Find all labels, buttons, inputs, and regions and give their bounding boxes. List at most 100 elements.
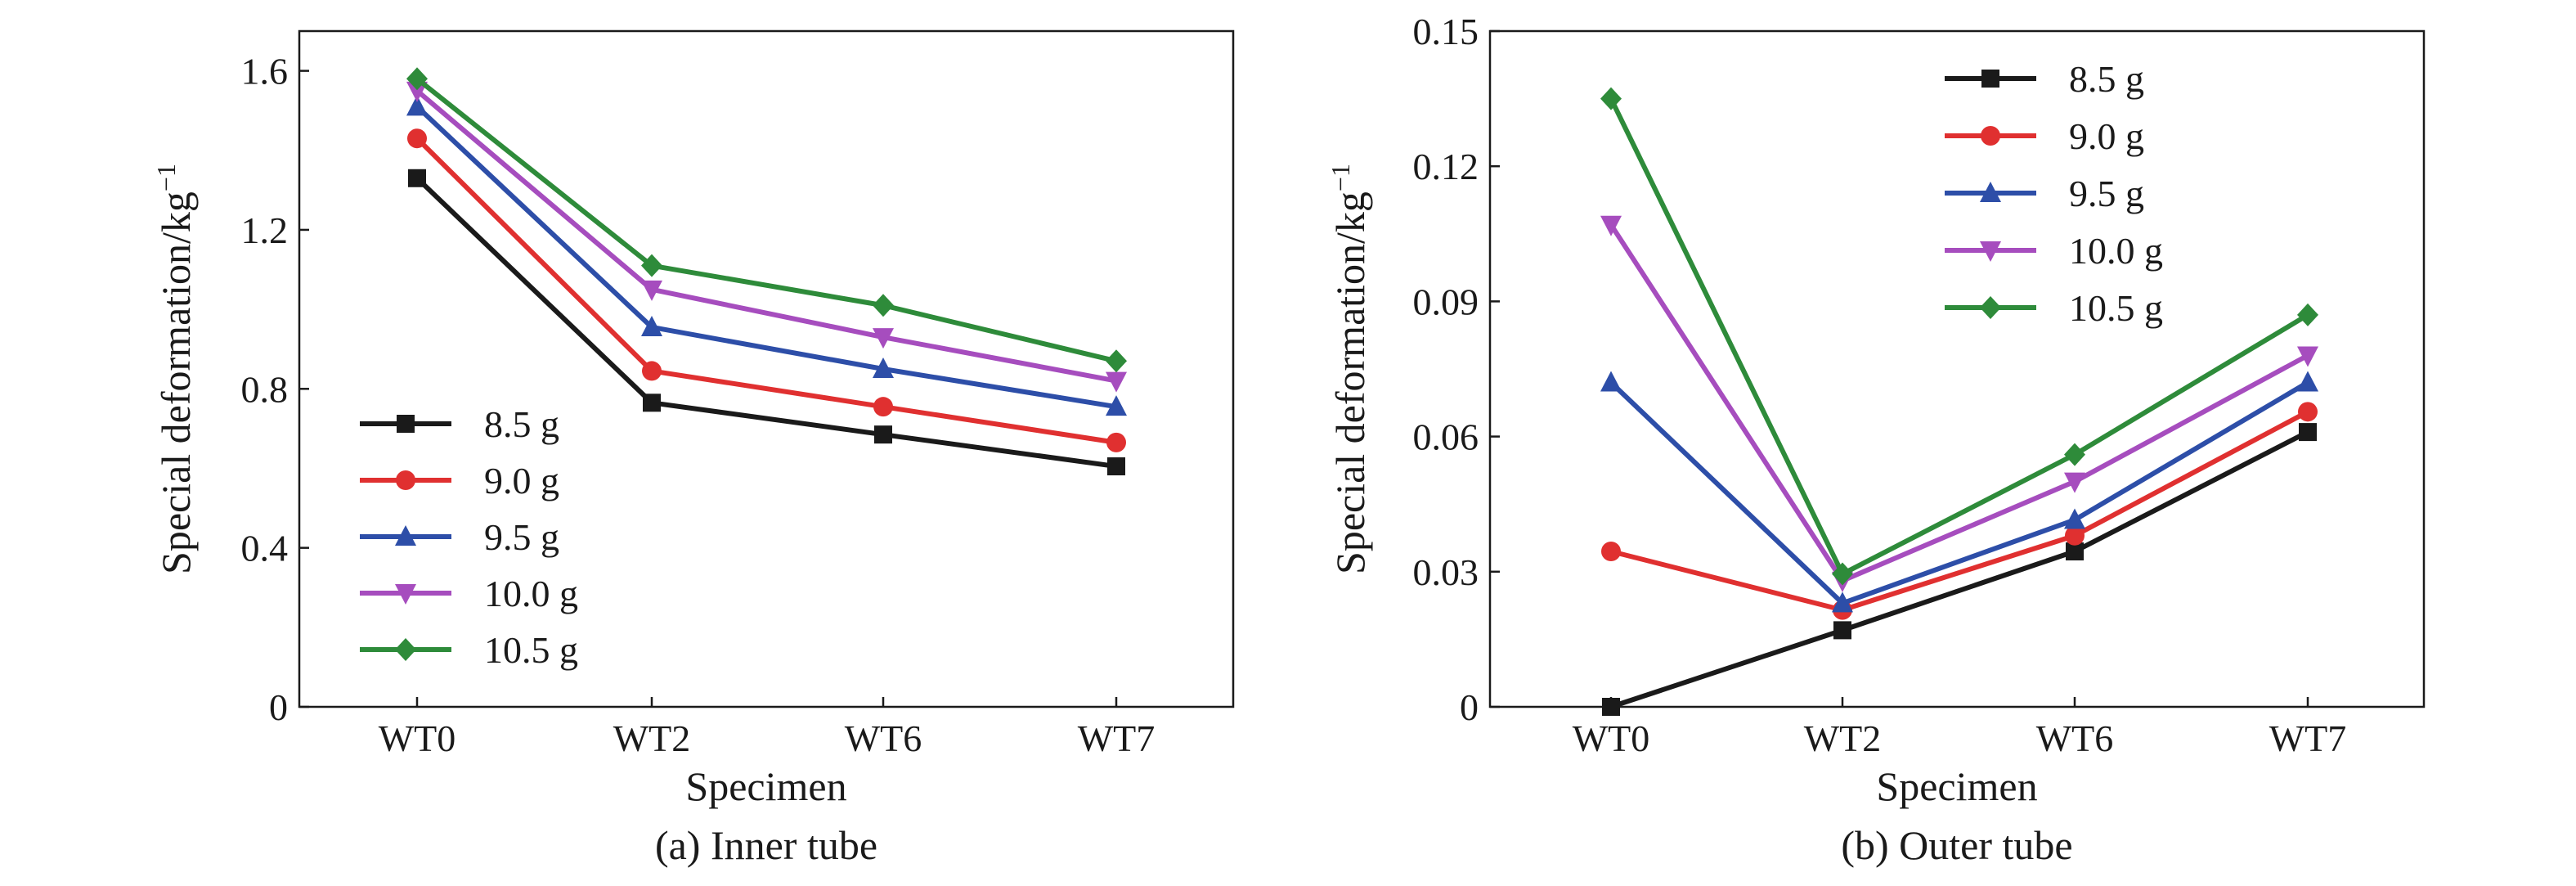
inner-caption: (a) Inner tube <box>655 822 877 868</box>
outer-legend-label: 9.5 g <box>2069 173 2144 214</box>
inner-y-tick-label: 1.2 <box>241 209 289 251</box>
outer-legend-marker <box>1980 182 2001 202</box>
inner-series-line <box>415 76 1117 364</box>
outer-y-tick-label: 0.03 <box>1413 551 1479 593</box>
inner-data-point <box>1107 457 1125 476</box>
outer-data-point <box>2065 525 2085 546</box>
inner-legend-label: 10.0 g <box>484 573 578 614</box>
inner-data-point <box>1106 395 1127 416</box>
inner-legend-marker <box>395 584 416 605</box>
outer-data-point <box>1601 542 1621 562</box>
outer-legend-label: 10.5 g <box>2069 287 2163 329</box>
outer-data-point <box>1600 371 1622 392</box>
outer-data-point <box>2299 423 2317 442</box>
inner-legend-label: 9.0 g <box>484 460 559 501</box>
inner-data-point <box>1106 349 1127 373</box>
inner-data-point <box>873 294 894 317</box>
inner-series-line <box>415 137 1117 445</box>
outer-legend-label: 10.0 g <box>2069 230 2163 272</box>
outer-plot-frame <box>1488 29 2426 708</box>
outer-x-tick-label: WT7 <box>2269 717 2347 759</box>
inner-plot-frame <box>298 29 1235 708</box>
outer-series-line <box>1609 97 2309 577</box>
outer-series-8.5g <box>1602 423 2317 716</box>
outer-y-tick-label: 0.12 <box>1413 146 1479 187</box>
outer-legend-marker <box>1981 126 2000 146</box>
inner-y-tick-label: 1.6 <box>241 51 289 92</box>
inner-x-axis-label: Specimen <box>685 763 846 809</box>
inner-x-tick-label: WT7 <box>1078 717 1156 759</box>
inner-data-point <box>406 95 428 116</box>
outer-data-point <box>1600 87 1622 110</box>
inner-x-tick-label: WT6 <box>845 717 922 759</box>
outer-series-9.0g <box>1601 402 2318 620</box>
outer-x-tick-label: WT6 <box>2036 717 2114 759</box>
outer-y-axis-label: Special deformation/kg−1 <box>1326 164 1373 574</box>
outer-series-line <box>1610 409 2309 613</box>
outer-legend-label: 9.0 g <box>2069 115 2144 157</box>
inner-data-point <box>1106 371 1127 393</box>
outer-data-point <box>1602 698 1620 716</box>
inner-y-tick-label: 0 <box>269 686 288 728</box>
inner-legend-label: 10.5 g <box>484 629 578 671</box>
outer-y-tick-label: 0.06 <box>1413 416 1479 458</box>
inner-data-point <box>873 397 893 417</box>
outer-y-tick-label: 0 <box>1460 686 1479 728</box>
inner-data-point <box>408 169 426 187</box>
outer-series-line <box>1610 430 2309 709</box>
outer-legend: 8.5 g 9.0 g 9.5 g 10.0 g 10.5 g <box>1945 58 2163 329</box>
outer-data-point <box>1600 215 1622 236</box>
outer-series-9.5g <box>1600 371 2318 613</box>
inner-series-10.0g <box>406 81 1127 393</box>
inner-data-point <box>641 315 662 336</box>
inner-legend-marker <box>395 525 416 546</box>
inner-legend-marker <box>397 415 415 433</box>
inner-y-tick-label: 0.4 <box>241 528 289 569</box>
inner-data-point <box>873 328 894 349</box>
inner-series-line <box>415 105 1117 410</box>
inner-legend-marker <box>396 470 415 490</box>
inner-data-point <box>406 81 428 102</box>
outer-x-axis-label: Specimen <box>1876 763 2037 809</box>
inner-series-line <box>415 88 1117 384</box>
inner-legend-label: 9.5 g <box>484 516 559 558</box>
inner-series-9.0g <box>407 128 1126 452</box>
inner-series-line <box>415 176 1117 470</box>
outer-data-point <box>1832 591 1853 613</box>
inner-x-tick-label: WT2 <box>613 717 691 759</box>
inner-data-point <box>641 280 662 301</box>
outer-series-line <box>1609 380 2309 606</box>
outer-data-point <box>2064 508 2085 529</box>
outer-data-point <box>2066 542 2084 561</box>
outer-data-point <box>1833 621 1851 640</box>
outer-x-tick-label: WT0 <box>1573 717 1650 759</box>
outer-series-10.0g <box>1600 215 2318 592</box>
inner-y-axis-label: Special deformation/kg−1 <box>151 164 199 574</box>
outer-data-point <box>2297 371 2318 392</box>
outer-caption: (b) Outer tube <box>1841 822 2072 868</box>
outer-series-line <box>1609 223 2309 583</box>
inner-data-point <box>874 425 892 444</box>
inner-data-point <box>406 67 428 91</box>
outer-series-10.5g <box>1600 87 2318 586</box>
inner-x-tick-label: WT0 <box>379 717 456 759</box>
outer-data-point <box>1832 562 1853 586</box>
inner-data-point <box>407 128 427 149</box>
inner-data-point <box>642 361 662 381</box>
outer-data-point <box>2064 472 2085 493</box>
outer-tube-chart: 0 0.03 0.06 0.09 0.12 0.15 WT0 WT2 WT6 WT7 Specime… <box>1326 11 2426 868</box>
outer-legend-label: 8.5 g <box>2069 58 2144 100</box>
inner-tube-chart: 0 0.4 0.8 1.2 1.6 WT0 WT2 WT6 WT7 Specimen Special… <box>151 29 1235 868</box>
outer-x-tick-label: WT2 <box>1804 717 1882 759</box>
inner-legend-marker <box>395 638 416 661</box>
inner-data-point <box>873 358 894 378</box>
inner-data-point <box>643 394 661 412</box>
inner-series-8.5g <box>408 169 1125 476</box>
inner-series-9.5g <box>406 95 1127 416</box>
inner-legend-label: 8.5 g <box>484 403 559 445</box>
outer-legend-marker <box>1981 70 1999 88</box>
outer-legend-marker <box>1980 241 2001 262</box>
inner-legend: 8.5 g 9.0 g 9.5 g 10.0 g 10.5 g <box>360 403 578 671</box>
outer-legend-marker <box>1980 296 2001 319</box>
